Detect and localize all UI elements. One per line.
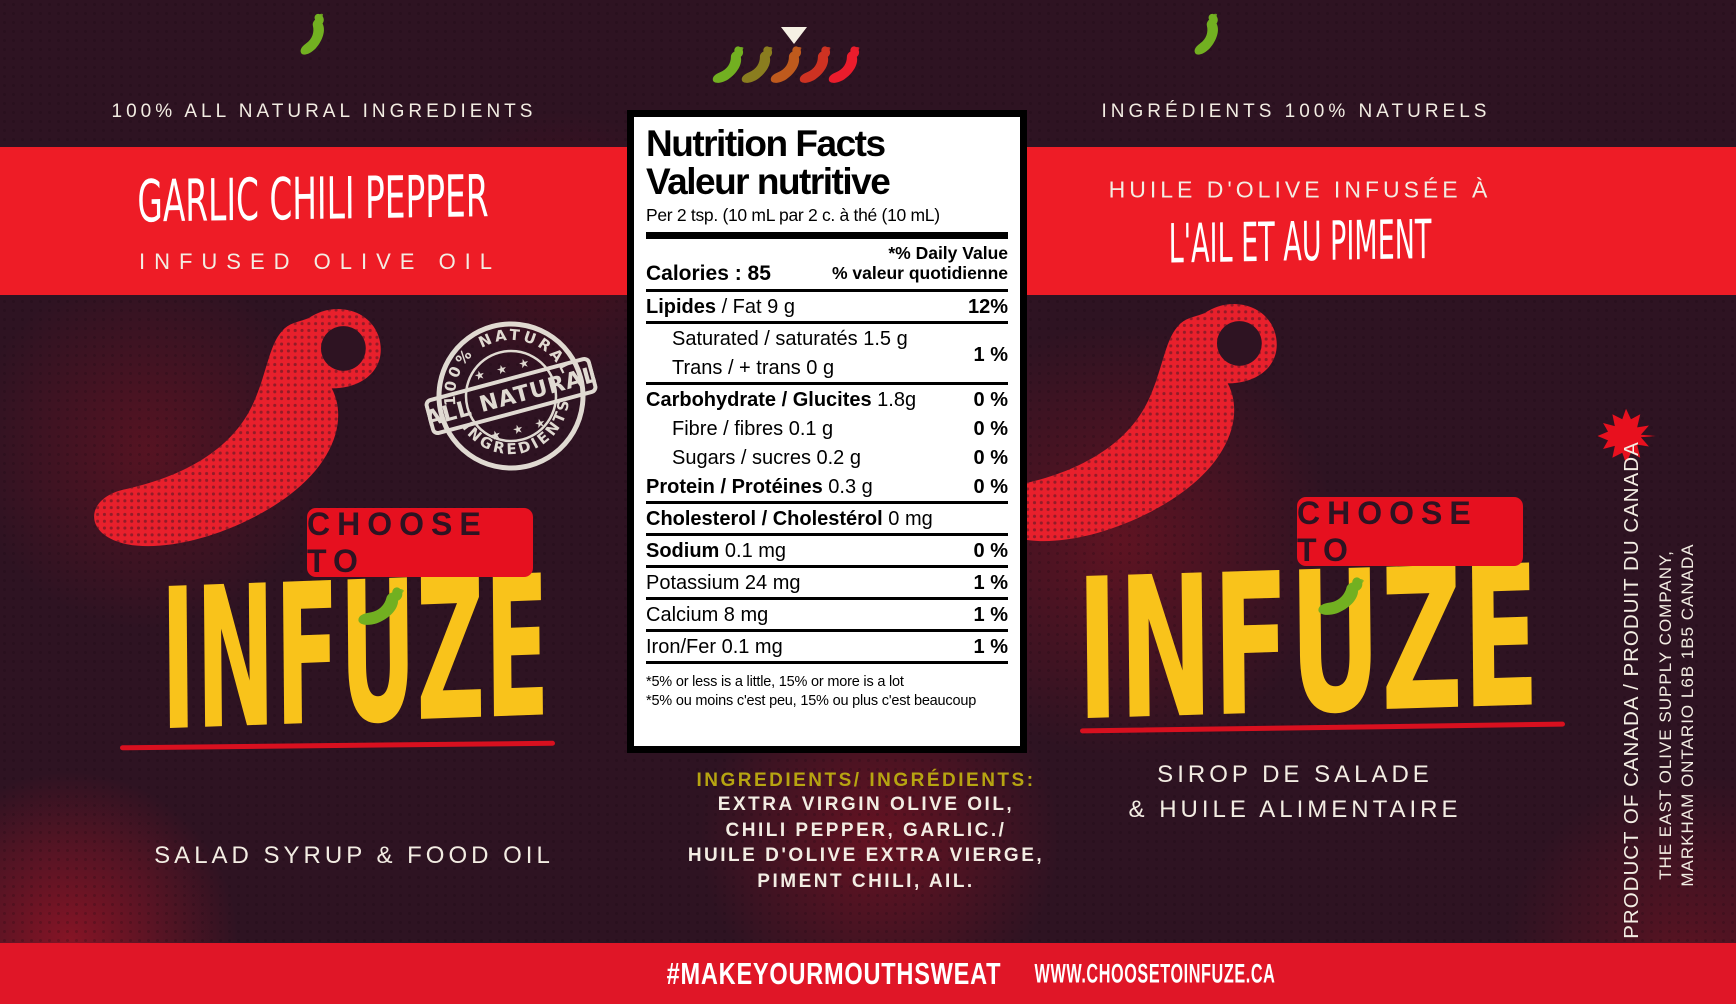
footnote-fr: *5% ou moins c'est peu, 15% ou plus c'es… xyxy=(646,692,977,709)
right-product-title: HUILE D'OLIVE INFUSÉE À xyxy=(1108,176,1492,203)
nutrition-facts-panel: Nutrition Facts Valeur nutritive Per 2 t… xyxy=(627,110,1027,753)
divider-bar xyxy=(646,232,1008,239)
nutrition-title-fr: Valeur nutritive xyxy=(646,161,891,202)
company-line1: THE EAST OLIVE SUPPLY COMPANY, xyxy=(1656,550,1675,880)
daily-value-header-en: *% Daily Value xyxy=(888,243,1008,263)
left-tagline: 100% ALL NATURAL INGREDIENTS xyxy=(111,101,537,122)
ingredients-line: PIMENT CHILI, AIL. xyxy=(757,870,975,892)
nutrition-title-en: Nutrition Facts xyxy=(646,123,886,164)
company-line2: MARKHAM ONTARIO L6B 1B5 CANADA xyxy=(1678,543,1697,887)
choose-to-badge: CHOOSE TO xyxy=(1297,494,1523,568)
calories-value: Calories : 85 xyxy=(646,262,771,285)
all-natural-stamp: 100% NATURAL INGREDIENTS ★ ★ ★ ALL NATUR… xyxy=(422,310,601,471)
serving-size: Per 2 tsp. (10 mL par 2 c. à thé (10 mL) xyxy=(646,205,940,225)
left-product-subtitle: INFUSED OLIVE OIL xyxy=(138,249,502,274)
website-text: WWW.CHOOSETOINFUZE.CA xyxy=(1034,958,1276,989)
nutrition-header: Calories : 85 *% Daily Value % valeur qu… xyxy=(646,243,1008,292)
nutrition-row: Potassium 24 mg 1 % xyxy=(646,568,1008,600)
nutrition-row: Calcium 8 mg 1 % xyxy=(646,600,1008,632)
chili-scale-icon xyxy=(828,42,864,88)
ingredients-lines: EXTRA VIRGIN OLIVE OIL, CHILI PEPPER, GAR… xyxy=(656,792,1076,894)
nutrition-row: Lipides / Fat 9 g 12% xyxy=(646,292,1008,324)
right-tagline: INGRÉDIENTS 100% NATURELS xyxy=(1101,101,1491,122)
heat-scale-chili-row xyxy=(712,42,857,94)
left-product-title: GARLIC CHILI PEPPER xyxy=(137,163,489,237)
company-address: THE EAST OLIVE SUPPLY COMPANY, MARKHAM O… xyxy=(1655,543,1699,886)
hashtag-text: #MAKEYOURMOUTHSWEAT xyxy=(666,956,1002,991)
choose-to-label: CHOOSE TO xyxy=(1297,494,1478,568)
ingredients-line: HUILE D'OLIVE EXTRA VIERGE, xyxy=(687,845,1045,866)
heat-level-marker xyxy=(781,27,807,44)
ingredients-line: EXTRA VIRGIN OLIVE OIL, xyxy=(717,794,1015,815)
footnote-en: *5% or less is a little, 15% or more is … xyxy=(646,674,904,690)
choose-to-badge: CHOOSE TO xyxy=(307,505,533,579)
nutrition-row: Iron/Fer 0.1 mg 1 % xyxy=(646,632,1008,664)
daily-value-header-fr: % valeur quotidienne xyxy=(832,263,1008,283)
choose-to-label: CHOOSE TO xyxy=(307,505,488,579)
nutrition-row: Cholesterol / Cholestérol 0 mg xyxy=(646,504,1008,536)
ingredients-line: CHILI PEPPER, GARLIC./ xyxy=(725,819,1007,841)
left-footer-text: SALAD SYRUP & FOOD OIL xyxy=(154,842,554,869)
nutrition-row: Trans / + trans 0 g xyxy=(646,353,1008,385)
right-footer-line2: & HUILE ALIMENTAIRE xyxy=(1128,796,1462,823)
right-product-subtitle: L'AIL ET AU PIMENT xyxy=(1168,209,1432,277)
right-footer-line1: SIROP DE SALADE xyxy=(1157,761,1433,788)
footer-bar xyxy=(0,943,1736,1004)
nutrition-row: Carbohydrate / Glucites 1.8g 0 % xyxy=(646,389,1008,411)
origin-text: PRODUCT OF CANADA / PRODUIT DU CANADA xyxy=(1620,441,1643,939)
nutrition-footnote: *5% or less is a little, 15% or more is … xyxy=(646,673,1008,710)
nutrition-rows: Lipides / Fat 9 g 12% Saturated / saturaté… xyxy=(646,292,1008,664)
ingredients-block: INGREDIENTS/ INGRÉDIENTS: EXTRA VIRGIN O… xyxy=(656,770,1076,894)
nutrition-row: Sodium 0.1 mg 0 % xyxy=(646,536,1008,568)
ingredients-heading: INGREDIENTS/ INGRÉDIENTS: xyxy=(696,770,1036,791)
